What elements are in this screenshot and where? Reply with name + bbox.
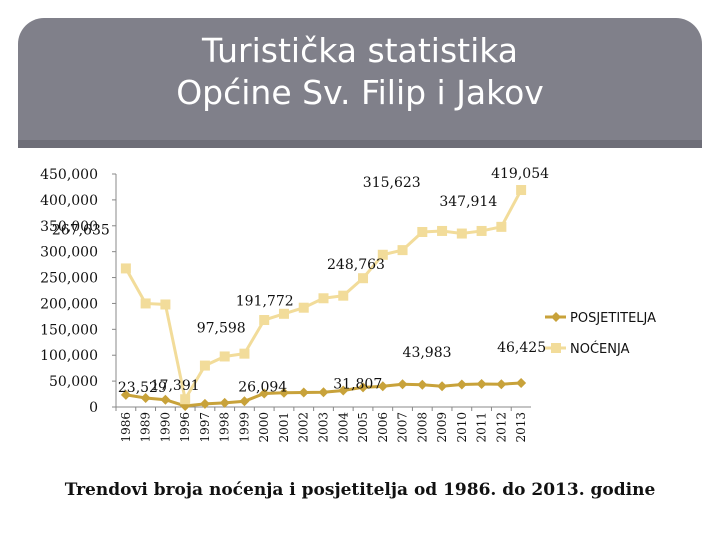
y-tick-label: 150,000 (40, 322, 98, 338)
data-point (338, 385, 349, 396)
data-point (259, 388, 270, 399)
x-tick-label: 1998 (218, 412, 232, 443)
data-point (516, 185, 527, 196)
x-tick-label: 2001 (277, 412, 291, 443)
y-tick-label: 300,000 (40, 245, 98, 261)
data-point (259, 315, 270, 326)
x-tick-label: 2004 (336, 412, 350, 443)
chart-caption: Trendovi broja noćenja i posjetitelja od… (64, 480, 656, 500)
x-tick-label: 1990 (158, 412, 172, 443)
data-point (338, 290, 349, 301)
legend-marker (551, 343, 561, 353)
data-point (140, 298, 151, 309)
data-point (417, 226, 428, 237)
page-title: Turistička statistika Općine Sv. Filip i… (18, 30, 702, 114)
data-point (199, 398, 210, 409)
data-point (377, 249, 388, 260)
x-tick-label: 2012 (494, 412, 508, 443)
banner-divider (18, 140, 702, 148)
y-tick-label: 450,000 (40, 167, 98, 183)
data-point (358, 382, 369, 393)
data-point (278, 308, 289, 319)
x-tick-label: 1999 (237, 412, 251, 443)
x-tick-label: 1986 (119, 412, 133, 443)
x-tick-label: 1989 (139, 412, 153, 443)
y-tick-label: 50,000 (49, 374, 98, 390)
data-point (318, 387, 329, 398)
data-point (496, 379, 507, 390)
data-point (278, 387, 289, 398)
data-point (160, 299, 171, 310)
x-tick-label: 2008 (415, 412, 429, 443)
data-point (298, 302, 309, 313)
x-tick-label: 2003 (317, 412, 331, 443)
title-banner (18, 18, 702, 148)
data-point (437, 225, 448, 236)
data-point (219, 351, 230, 362)
x-tick-label: 1997 (198, 412, 212, 443)
legend-label: POSJETITELJA (570, 311, 656, 326)
data-label: 248,763 (327, 257, 385, 273)
y-tick-label: 250,000 (40, 271, 98, 287)
legend-marker (551, 312, 561, 322)
x-tick-label: 1996 (178, 412, 192, 443)
data-point (397, 245, 408, 256)
data-point (180, 394, 191, 405)
data-label: 267,635 (52, 222, 110, 238)
data-point (417, 379, 428, 390)
data-point (476, 225, 487, 236)
data-point (456, 228, 467, 239)
data-point (496, 221, 507, 232)
data-point (318, 293, 329, 304)
data-label: 26,094 (238, 379, 287, 395)
data-label: 97,598 (197, 320, 246, 336)
data-label: 315,623 (363, 175, 421, 191)
x-tick-label: 2013 (514, 412, 528, 443)
data-label: 191,772 (236, 294, 294, 310)
x-tick-label: 2009 (435, 412, 449, 443)
data-label: 31,807 (333, 377, 382, 393)
line-chart: 0 50,000 100,000 150,000 200,000 250,000 300,0… (40, 166, 656, 443)
x-tick-label: 2002 (297, 412, 311, 443)
data-point (120, 263, 131, 274)
x-tick-label: 2006 (376, 412, 390, 443)
x-tick-label: 2010 (455, 412, 469, 443)
data-point (239, 348, 250, 359)
title-line-1: Turistička statistika (202, 31, 518, 70)
data-label: 23,529 (118, 380, 167, 396)
y-tick-label: 350,000 (40, 219, 98, 235)
x-tick-label: 2005 (356, 412, 370, 443)
data-label: 419,054 (491, 166, 549, 182)
data-label: 347,914 (439, 194, 497, 210)
x-tick-label: 2000 (257, 412, 271, 443)
x-tick-label: 2011 (475, 412, 489, 443)
data-point (476, 378, 487, 389)
data-point (140, 392, 151, 403)
data-label: 17,391 (151, 378, 200, 394)
data-point (358, 273, 369, 284)
y-tick-label: 0 (89, 400, 98, 416)
data-point (437, 381, 448, 392)
data-point (298, 387, 309, 398)
data-point (120, 389, 131, 400)
y-tick-label: 200,000 (40, 296, 98, 312)
data-point (199, 360, 210, 371)
data-label: 46,425 (497, 340, 546, 356)
data-point (516, 377, 527, 388)
data-label: 43,983 (403, 345, 452, 361)
data-point (160, 394, 171, 405)
title-line-2: Općine Sv. Filip i Jakov (176, 73, 544, 112)
data-point (239, 396, 250, 407)
data-point (456, 379, 467, 390)
y-tick-label: 400,000 (40, 193, 98, 209)
y-tick-label: 100,000 (40, 348, 98, 364)
data-point (219, 397, 230, 408)
data-point (377, 381, 388, 392)
x-tick-label: 2007 (396, 412, 410, 443)
data-point (397, 379, 408, 390)
legend-label: NOĆENJA (570, 341, 630, 357)
